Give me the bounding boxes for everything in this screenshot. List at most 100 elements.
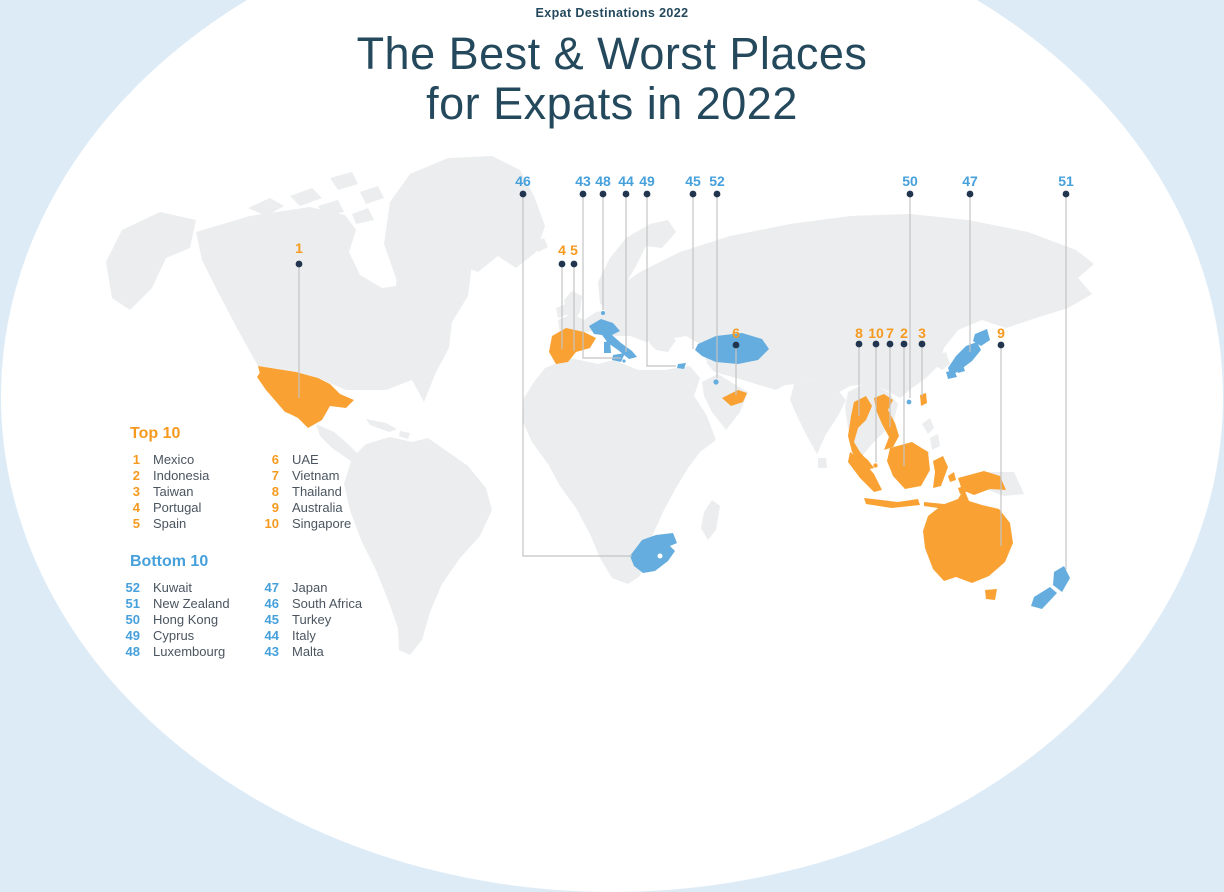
marker-line (522, 194, 632, 557)
country-lesotho-cutout (657, 553, 663, 559)
legend-country-name: Italy (292, 628, 316, 643)
legend-rank: 47 (264, 580, 279, 595)
legend-row: 48 Luxembourg 43 Malta (114, 644, 414, 660)
legend-country-name: Singapore (292, 516, 352, 531)
marker-portugal: 4 (558, 242, 566, 349)
marker-malta: 43 (575, 173, 621, 359)
marker-rank-label: 51 (1058, 173, 1074, 189)
legend-country-name: UAE (292, 452, 319, 467)
marker-rank-label: 2 (900, 325, 908, 341)
marker-dot (872, 340, 880, 348)
legend-rank: 52 (125, 580, 140, 595)
marker-indonesia: 2 (900, 325, 908, 466)
marker-dot (732, 341, 740, 349)
marker-rank-label: 47 (962, 173, 978, 189)
legend-rank: 10 (264, 516, 279, 531)
legend-country-name: Luxembourg (153, 644, 226, 659)
legend-rank: 48 (125, 644, 140, 659)
country-mexico-baja (257, 371, 293, 415)
marker-dot (966, 190, 974, 198)
legend-country-name: Kuwait (153, 580, 193, 595)
legend-rank: 5 (132, 516, 140, 531)
country-new-zealand-south (1031, 587, 1057, 609)
land-alaska (106, 212, 196, 310)
page-header: Expat Destinations 2022 The Best & Worst… (0, 0, 1224, 129)
marker-rank-label: 7 (886, 325, 894, 341)
marker-italy: 44 (618, 173, 634, 352)
marker-dot (1062, 190, 1070, 198)
eyebrow-title: Expat Destinations 2022 (535, 6, 689, 20)
legend-rank: 49 (125, 628, 140, 643)
land-south-america (344, 437, 492, 655)
legend-country-name: Thailand (292, 484, 342, 499)
legend-row: 4 Portugal 9 Australia (114, 500, 414, 516)
country-hong-kong (906, 399, 912, 405)
country-taiwan (920, 393, 927, 406)
marker-luxembourg: 48 (595, 173, 611, 310)
country-kuwait (713, 379, 719, 385)
country-vietnam (874, 394, 899, 450)
legend-rank: 6 (271, 452, 279, 467)
legend-bottom10: Bottom 10 52 Kuwait 47 Japan 51 New Zealand 46… (114, 553, 414, 660)
country-australia-tasmania (985, 589, 997, 600)
legend-row: 51 New Zealand 46 South Africa (114, 596, 414, 612)
marker-rank-label: 50 (902, 173, 918, 189)
country-australia (923, 489, 1013, 583)
marker-rank-label: 48 (595, 173, 611, 189)
land-hispaniola (399, 431, 410, 439)
legend-top10-rows: 1 Mexico 6 UAE 2 Indonesia 7 Vietnam 3 Taiwan 8 Tha… (114, 452, 414, 532)
legend-row: 5 Spain 10 Singapore (114, 516, 414, 532)
marker-mexico: 1 (295, 240, 303, 398)
marker-thailand: 8 (855, 325, 863, 416)
country-new-zealand-north (1053, 566, 1070, 592)
country-italy-sardinia (604, 341, 611, 353)
marker-dot (906, 190, 914, 198)
page-title-line1: The Best & Worst Places (356, 28, 868, 79)
marker-dot (558, 260, 566, 268)
land-africa (522, 358, 716, 584)
marker-rank-label: 8 (855, 325, 863, 341)
marker-dot (579, 190, 587, 198)
legend-bottom10-heading: Bottom 10 (130, 553, 209, 570)
country-singapore (873, 463, 878, 468)
marker-rank-label: 5 (570, 242, 578, 258)
marker-vietnam: 7 (886, 325, 894, 427)
marker-dot (713, 190, 721, 198)
marker-rank-label: 45 (685, 173, 701, 189)
legend-country-name: Vietnam (292, 468, 340, 483)
marker-rank-label: 9 (997, 325, 1005, 341)
legend-rank: 50 (125, 612, 140, 627)
country-thailand (848, 396, 872, 464)
country-japan-hokkaido (973, 329, 990, 346)
marker-dot (689, 190, 697, 198)
country-indonesia-west-papua (958, 471, 1006, 495)
legend-rank: 1 (132, 452, 140, 467)
marker-hong-kong: 50 (902, 173, 918, 398)
page-title-line2: for Expats in 2022 (426, 78, 798, 129)
marker-rank-label: 52 (709, 173, 725, 189)
legend-country-name: Portugal (153, 500, 202, 515)
land-iceland (530, 238, 548, 252)
page-title: The Best & Worst Places for Expats in 20… (0, 29, 1224, 129)
marker-rank-label: 10 (868, 325, 884, 341)
land-madagascar (701, 500, 720, 540)
country-indonesia-sumatra (848, 452, 882, 492)
legend-country-name: Turkey (292, 612, 332, 627)
legend-country-name: Hong Kong (153, 612, 219, 627)
legend-country-name: Cyprus (153, 628, 195, 643)
marker-turkey: 45 (685, 173, 701, 349)
top10-countries-layer (257, 328, 1013, 600)
marker-dot (643, 190, 651, 198)
legend-bottom10-rows: 52 Kuwait 47 Japan 51 New Zealand 46 South Afri… (114, 580, 414, 660)
marker-taiwan: 3 (918, 325, 926, 396)
marker-japan: 47 (962, 173, 978, 352)
marker-rank-label: 4 (558, 242, 566, 258)
legend-rank: 46 (264, 596, 279, 611)
marker-rank-label: 43 (575, 173, 591, 189)
legend-row: 52 Kuwait 47 Japan (114, 580, 414, 596)
marker-singapore: 10 (868, 325, 884, 462)
country-malta (622, 359, 626, 363)
marker-line (582, 194, 621, 359)
legend-rank: 9 (271, 500, 279, 515)
